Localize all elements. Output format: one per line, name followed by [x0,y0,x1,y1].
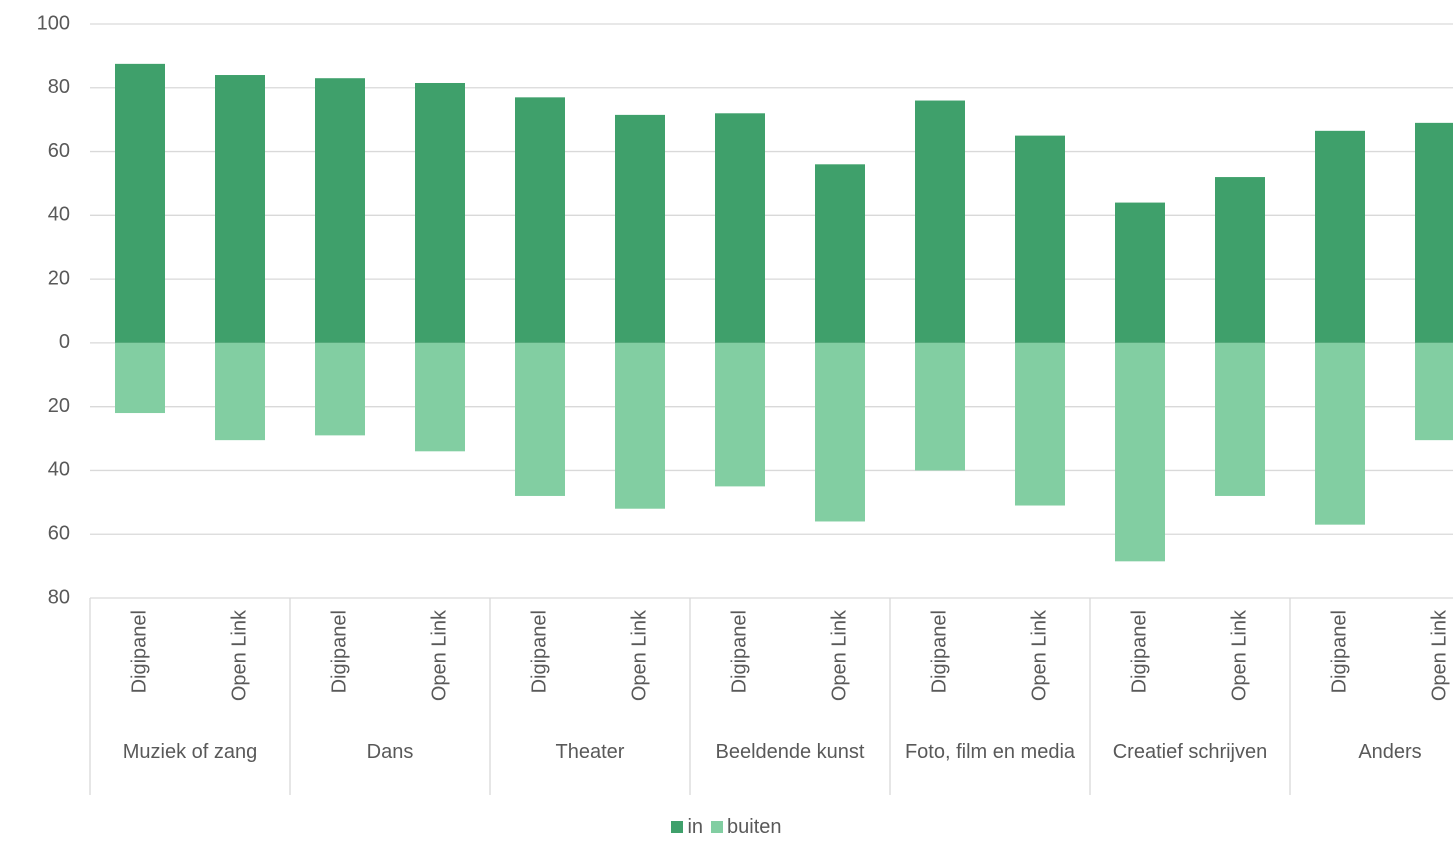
bar [315,342,365,436]
y-tick-label: 40 [48,204,70,226]
y-tick-label: 20 [48,395,70,417]
group-label: Anders [1358,741,1422,763]
x-tick-label: Digipanel [128,610,150,693]
y-tick-label: 20 [48,267,70,289]
bar [1215,342,1265,496]
bar [415,82,465,343]
bar [315,78,365,343]
bar [915,100,965,343]
bar [1115,342,1165,562]
y-tick-label: 80 [48,586,70,608]
legend-label: in [687,816,704,838]
bar [115,342,165,414]
bar [1015,342,1065,506]
x-tick-label: Open Link [1228,609,1250,701]
bar [515,97,565,343]
bar [215,75,265,343]
x-tick-label: Open Link [1428,609,1450,701]
group-label: Creatief schrijven [1112,741,1268,763]
legend-swatch [711,821,724,833]
bar [1315,342,1365,525]
legend-label: buiten [727,816,782,838]
group-label: Dans [366,741,414,763]
y-tick-label: 40 [48,459,70,481]
x-tick-label: Open Link [828,609,850,701]
x-tick-label: Digipanel [528,610,550,693]
group-label: Beeldende kunst [715,741,865,763]
group-label: Foto, film en media [904,741,1076,763]
bar [615,114,665,343]
y-tick-label: 60 [48,140,70,162]
bar [1115,202,1165,343]
bar [915,342,965,471]
bar [1315,130,1365,343]
y-tick-label: 0 [59,331,70,353]
x-tick-label: Digipanel [328,610,350,693]
y-tick-label: 80 [48,76,70,98]
x-tick-label: Digipanel [1128,610,1150,693]
bar [615,342,665,509]
bar [715,113,765,343]
x-tick-label: Open Link [228,609,250,701]
x-tick-label: Open Link [428,609,450,701]
x-tick-label: Digipanel [728,610,750,693]
bar [815,164,865,343]
group-label: Muziek of zang [122,741,258,763]
bar [1415,122,1453,343]
legend: in buiten [0,816,1453,839]
bar [1415,342,1453,441]
bar [1015,135,1065,343]
x-tick-label: Digipanel [928,610,950,693]
y-tick-label: 60 [48,523,70,545]
y-tick-label: 100 [37,12,70,34]
x-tick-label: Digipanel [1328,610,1350,693]
legend-item: in [671,816,703,839]
x-tick-label: Open Link [1028,609,1050,701]
bar [1215,177,1265,343]
bar [115,63,165,343]
bar [215,342,265,441]
bar [715,342,765,487]
x-tick-label: Open Link [628,609,650,701]
legend-swatch [671,821,684,833]
legend-item: buiten [711,816,782,839]
bar [515,342,565,496]
bar [415,342,465,452]
group-label: Theater [555,741,625,763]
bar [815,342,865,522]
